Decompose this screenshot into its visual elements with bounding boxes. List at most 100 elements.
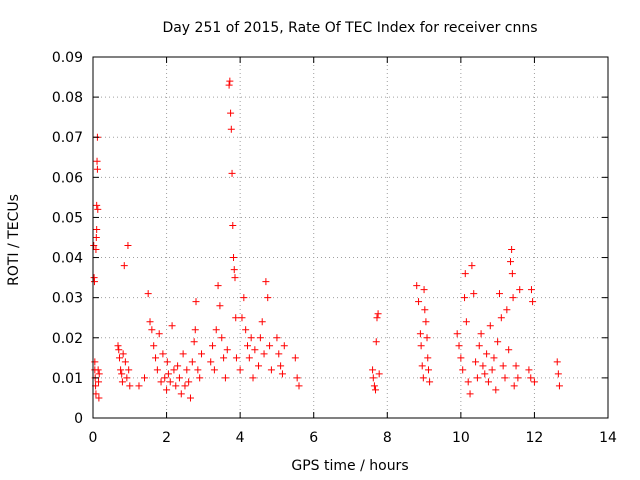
data-point xyxy=(555,382,563,390)
data-point xyxy=(249,374,257,382)
data-point xyxy=(516,286,524,294)
data-point xyxy=(174,362,182,370)
data-point xyxy=(188,358,196,366)
data-point xyxy=(488,366,496,374)
data-point xyxy=(374,310,382,318)
grid-lines xyxy=(93,57,608,418)
data-point xyxy=(507,258,515,266)
data-point xyxy=(421,306,429,314)
y-tick-label: 0.01 xyxy=(52,371,83,387)
data-point xyxy=(375,370,383,378)
data-point xyxy=(483,350,491,358)
data-point xyxy=(553,358,561,366)
data-point xyxy=(419,374,427,382)
x-tick-label: 8 xyxy=(383,430,392,446)
data-point xyxy=(220,354,228,362)
data-point xyxy=(152,354,160,362)
data-point xyxy=(117,366,125,374)
data-point xyxy=(135,382,143,390)
data-point xyxy=(125,366,133,374)
data-point xyxy=(163,386,171,394)
data-point xyxy=(530,378,538,386)
data-point xyxy=(280,342,288,350)
data-point xyxy=(231,274,239,282)
data-point xyxy=(455,342,463,350)
data-point xyxy=(422,318,430,326)
data-point xyxy=(510,382,518,390)
data-point xyxy=(477,330,485,338)
data-point xyxy=(508,270,516,278)
data-point xyxy=(223,346,231,354)
data-point xyxy=(226,77,234,85)
data-point xyxy=(475,342,483,350)
y-axis-title: ROTI / TECUs xyxy=(6,194,22,286)
x-tick-label: 4 xyxy=(236,430,245,446)
data-point xyxy=(255,362,263,370)
data-point xyxy=(93,201,101,209)
y-tick-label: 0.05 xyxy=(52,210,83,226)
data-point xyxy=(221,374,229,382)
data-point xyxy=(181,382,189,390)
data-point xyxy=(118,378,126,386)
data-point xyxy=(95,378,103,386)
data-point xyxy=(295,382,303,390)
data-point xyxy=(227,109,235,117)
data-point xyxy=(236,366,244,374)
data-point xyxy=(266,342,274,350)
data-point xyxy=(525,366,533,374)
data-point xyxy=(494,338,502,346)
x-tick-label: 0 xyxy=(89,430,98,446)
x-tick-label: 12 xyxy=(526,430,544,446)
data-point xyxy=(198,350,206,358)
data-point xyxy=(227,125,235,133)
chart-title: Day 251 of 2015, Rate Of TEC Index for r… xyxy=(162,20,537,36)
data-point xyxy=(420,286,428,294)
data-point xyxy=(155,330,163,338)
data-point xyxy=(514,374,522,382)
data-point xyxy=(218,334,226,342)
data-point xyxy=(159,350,167,358)
data-point xyxy=(484,378,492,386)
data-point xyxy=(126,382,134,390)
data-point xyxy=(423,334,431,342)
y-tick-label: 0.02 xyxy=(52,331,83,347)
data-point xyxy=(115,346,123,354)
data-point xyxy=(114,342,122,350)
plot-frame xyxy=(92,56,609,419)
data-point xyxy=(273,334,281,342)
data-point xyxy=(190,338,198,346)
data-point xyxy=(121,358,129,366)
x-tick-label: 14 xyxy=(599,430,617,446)
data-point xyxy=(92,234,100,241)
data-point xyxy=(492,386,500,394)
data-point xyxy=(93,157,101,165)
data-point xyxy=(499,362,507,370)
data-point xyxy=(230,266,238,274)
data-point xyxy=(503,306,511,314)
data-point xyxy=(472,358,480,366)
y-tick-label: 0.09 xyxy=(52,50,83,66)
data-point xyxy=(481,370,489,378)
data-point xyxy=(416,330,424,338)
data-point xyxy=(95,370,103,378)
data-point xyxy=(424,366,432,374)
data-point xyxy=(278,370,286,378)
data-point xyxy=(490,354,498,362)
data-point xyxy=(153,366,161,374)
data-point xyxy=(119,350,127,358)
data-point xyxy=(242,326,250,334)
data-point xyxy=(229,221,237,229)
data-point xyxy=(554,370,562,378)
data-point xyxy=(267,366,275,374)
data-point xyxy=(413,282,421,290)
data-point xyxy=(466,390,474,398)
data-point xyxy=(172,382,180,390)
data-point xyxy=(186,394,194,402)
data-point xyxy=(230,254,238,262)
data-point xyxy=(424,354,432,362)
data-point xyxy=(232,354,240,362)
data-point xyxy=(495,290,503,298)
y-tick-label: 0.06 xyxy=(52,170,83,186)
data-point xyxy=(479,362,487,370)
axis-ticks: 0 2 4 6 8 10 12 14 0 0.01 0.02 0.03 0.04 0.05 0.06 0.07… xyxy=(52,50,617,446)
